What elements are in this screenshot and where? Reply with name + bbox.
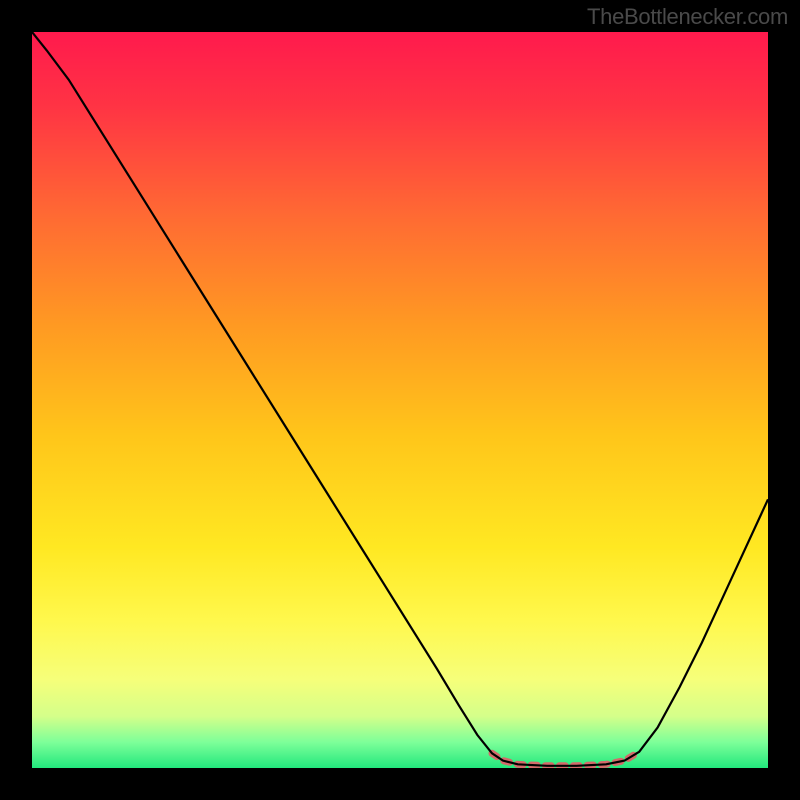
bottleneck-curve xyxy=(32,32,768,766)
chart-plot-area xyxy=(32,32,768,768)
chart-curve-layer xyxy=(32,32,768,768)
watermark-text: TheBottlenecker.com xyxy=(587,4,788,30)
